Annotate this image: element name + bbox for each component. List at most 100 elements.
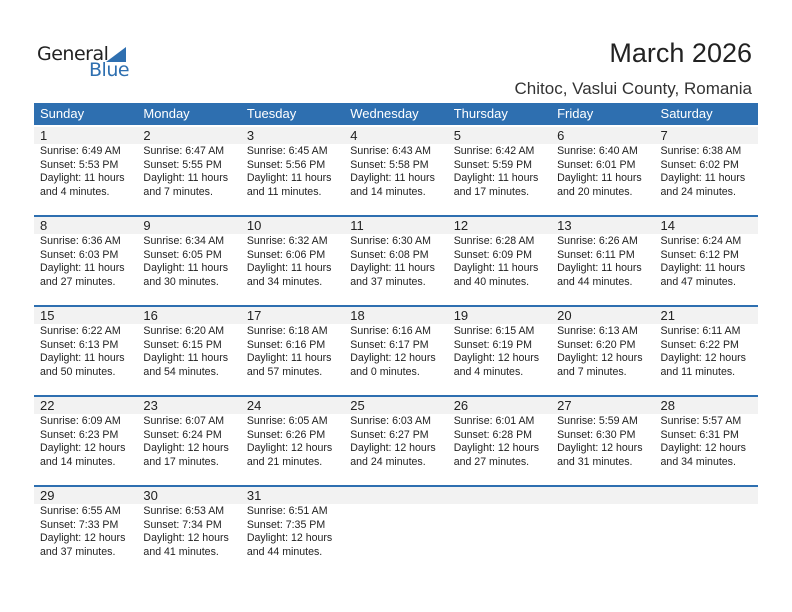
sunset-text: Sunset: 5:56 PM bbox=[246, 158, 326, 171]
daylight-text: Daylight: 11 hours bbox=[557, 172, 642, 184]
daylight-text: Daylight: 12 hours bbox=[246, 442, 333, 454]
sunrise-text: Sunrise: 6:01 AM bbox=[453, 415, 535, 427]
minutes-text: and 24 minutes. bbox=[350, 455, 426, 468]
minutes-text: and 57 minutes. bbox=[246, 365, 323, 378]
sunrise-text: Sunrise: 6:22 AM bbox=[40, 325, 121, 337]
daylight-text: Daylight: 11 hours bbox=[660, 172, 746, 184]
minutes-text: and 17 minutes. bbox=[453, 185, 530, 198]
empty-day-cell bbox=[344, 487, 447, 559]
sunset-text: Sunset: 6:26 PM bbox=[246, 428, 326, 441]
logo-general-text: General bbox=[37, 43, 109, 65]
sunrise-text: Sunrise: 6:55 AM bbox=[40, 505, 121, 517]
day-number: 27 bbox=[557, 398, 572, 413]
daylight-text: Daylight: 12 hours bbox=[143, 442, 229, 454]
minutes-text: and 37 minutes. bbox=[40, 545, 116, 558]
daylight-text: Daylight: 11 hours bbox=[557, 262, 642, 274]
day-cell: 15 Sunrise: 6:22 AM Sunset: 6:13 PM Dayligh… bbox=[34, 307, 137, 379]
day-info: Sunrise: 6:01 AM Sunset: 6:28 PM Daylight:… bbox=[454, 415, 551, 469]
sunset-text: Sunset: 7:33 PM bbox=[40, 518, 119, 531]
day-number: 11 bbox=[350, 218, 364, 233]
sunrise-text: Sunrise: 6:34 AM bbox=[143, 235, 225, 247]
day-cell: 7 Sunrise: 6:38 AM Sunset: 6:02 PM Daylight… bbox=[655, 127, 758, 199]
daylight-text: Daylight: 11 hours bbox=[143, 352, 229, 364]
day-info: Sunrise: 6:20 AM Sunset: 6:15 PM Daylight:… bbox=[143, 325, 240, 379]
day-cell: 14 Sunrise: 6:24 AM Sunset: 6:12 PM Dayligh… bbox=[655, 217, 758, 289]
daylight-text: Daylight: 11 hours bbox=[40, 352, 125, 364]
sunrise-text: Sunrise: 6:53 AM bbox=[143, 505, 225, 517]
sunset-text: Sunset: 6:20 PM bbox=[557, 338, 636, 351]
sunset-text: Sunset: 6:01 PM bbox=[557, 158, 636, 171]
daylight-text: Daylight: 11 hours bbox=[350, 172, 435, 184]
minutes-text: and 34 minutes. bbox=[246, 275, 323, 288]
sunset-text: Sunset: 5:59 PM bbox=[453, 158, 533, 171]
sunrise-text: Sunrise: 6:13 AM bbox=[557, 325, 638, 337]
sunset-text: Sunset: 6:09 PM bbox=[453, 248, 533, 261]
minutes-text: and 44 minutes. bbox=[246, 545, 323, 558]
day-cell: 19 Sunrise: 6:15 AM Sunset: 6:19 PM Dayligh… bbox=[448, 307, 551, 379]
sunrise-text: Sunrise: 6:32 AM bbox=[246, 235, 328, 247]
day-cell: 27 Sunrise: 5:59 AM Sunset: 6:30 PM Dayligh… bbox=[551, 397, 654, 469]
day-number: 14 bbox=[660, 218, 675, 233]
daylight-text: Daylight: 11 hours bbox=[40, 262, 125, 274]
day-number: 30 bbox=[143, 488, 158, 503]
week-row: 29 Sunrise: 6:55 AM Sunset: 7:33 PM Dayligh… bbox=[34, 485, 758, 575]
sunrise-text: Sunrise: 6:45 AM bbox=[246, 145, 328, 157]
day-cell: 6 Sunrise: 6:40 AM Sunset: 6:01 PM Daylight… bbox=[551, 127, 654, 199]
day-cell: 31 Sunrise: 6:51 AM Sunset: 7:35 PM Dayligh… bbox=[241, 487, 344, 559]
week-row: 1 Sunrise: 6:49 AM Sunset: 5:53 PM Daylight… bbox=[34, 125, 758, 215]
sunset-text: Sunset: 6:23 PM bbox=[40, 428, 119, 441]
day-info: Sunrise: 6:51 AM Sunset: 7:35 PM Daylight:… bbox=[247, 505, 344, 559]
day-cell: 26 Sunrise: 6:01 AM Sunset: 6:28 PM Dayligh… bbox=[448, 397, 551, 469]
day-number: 23 bbox=[143, 398, 158, 413]
date-strip bbox=[34, 487, 758, 504]
day-cell: 12 Sunrise: 6:28 AM Sunset: 6:09 PM Dayligh… bbox=[448, 217, 551, 289]
day-cell: 8 Sunrise: 6:36 AM Sunset: 6:03 PM Daylight… bbox=[34, 217, 137, 289]
daylight-text: Daylight: 12 hours bbox=[453, 442, 540, 454]
sunrise-text: Sunrise: 6:16 AM bbox=[350, 325, 431, 337]
minutes-text: and 4 minutes. bbox=[40, 185, 110, 198]
sunrise-text: Sunrise: 6:47 AM bbox=[143, 145, 225, 157]
minutes-text: and 41 minutes. bbox=[143, 545, 219, 558]
week-row: 22 Sunrise: 6:09 AM Sunset: 6:23 PM Dayligh… bbox=[34, 395, 758, 485]
day-cell: 4 Sunrise: 6:43 AM Sunset: 5:58 PM Daylight… bbox=[344, 127, 447, 199]
daylight-text: Daylight: 12 hours bbox=[453, 352, 540, 364]
day-info: Sunrise: 6:03 AM Sunset: 6:27 PM Daylight:… bbox=[350, 415, 447, 469]
day-cell: 1 Sunrise: 6:49 AM Sunset: 5:53 PM Daylight… bbox=[34, 127, 137, 199]
day-number: 17 bbox=[246, 308, 262, 323]
minutes-text: and 11 minutes. bbox=[246, 185, 322, 198]
empty-day-cell bbox=[551, 487, 654, 559]
daylight-text: Daylight: 12 hours bbox=[350, 352, 436, 364]
logo-blue-text: Blue bbox=[89, 59, 130, 81]
daylight-text: Daylight: 12 hours bbox=[557, 352, 643, 364]
daylight-text: Daylight: 11 hours bbox=[246, 262, 332, 274]
sunset-text: Sunset: 5:53 PM bbox=[40, 158, 119, 171]
calendar: Sunday Monday Tuesday Wednesday Thursday Frid… bbox=[34, 103, 758, 575]
day-info: Sunrise: 6:40 AM Sunset: 6:01 PM Daylight:… bbox=[557, 145, 654, 199]
weekday-thursday: Thursday bbox=[453, 106, 508, 121]
sunset-text: Sunset: 6:28 PM bbox=[453, 428, 533, 441]
minutes-text: and 20 minutes. bbox=[557, 185, 633, 198]
day-cell: 3 Sunrise: 6:45 AM Sunset: 5:56 PM Daylight… bbox=[241, 127, 344, 199]
sunrise-text: Sunrise: 6:07 AM bbox=[143, 415, 225, 427]
day-number: 2 bbox=[143, 128, 151, 143]
daylight-text: Daylight: 12 hours bbox=[557, 442, 643, 454]
sunrise-text: Sunrise: 6:49 AM bbox=[40, 145, 121, 157]
sunset-text: Sunset: 6:19 PM bbox=[453, 338, 533, 351]
sunset-text: Sunset: 6:16 PM bbox=[246, 338, 326, 351]
sunset-text: Sunset: 6:06 PM bbox=[246, 248, 326, 261]
weekday-sunday: Sunday bbox=[40, 106, 85, 121]
sunset-text: Sunset: 6:24 PM bbox=[143, 428, 222, 441]
day-cell: 22 Sunrise: 6:09 AM Sunset: 6:23 PM Dayligh… bbox=[34, 397, 137, 469]
daylight-text: Daylight: 11 hours bbox=[143, 262, 229, 274]
weekday-monday: Monday bbox=[143, 106, 190, 121]
calendar-weeks: 1 Sunrise: 6:49 AM Sunset: 5:53 PM Daylight… bbox=[34, 125, 758, 575]
day-info: Sunrise: 6:49 AM Sunset: 5:53 PM Daylight:… bbox=[40, 145, 137, 199]
sunset-text: Sunset: 7:35 PM bbox=[246, 518, 326, 531]
daylight-text: Daylight: 12 hours bbox=[40, 442, 126, 454]
sunset-text: Sunset: 6:08 PM bbox=[350, 248, 429, 261]
day-info: Sunrise: 6:30 AM Sunset: 6:08 PM Daylight:… bbox=[350, 235, 447, 289]
day-number: 16 bbox=[143, 308, 158, 323]
minutes-text: and 7 minutes. bbox=[143, 185, 213, 198]
sunrise-text: Sunrise: 6:05 AM bbox=[246, 415, 328, 427]
week-row: 8 Sunrise: 6:36 AM Sunset: 6:03 PM Daylight… bbox=[34, 215, 758, 305]
